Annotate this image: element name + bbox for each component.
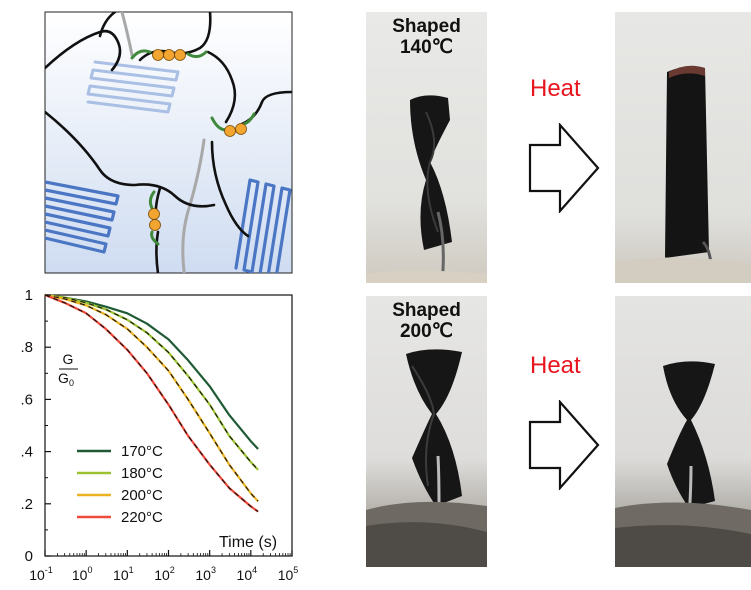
y-tick-label: 0 [25, 548, 33, 565]
x-axis-label: Time (s) [219, 534, 277, 551]
polymer-network-schematic [44, 11, 293, 274]
y-tick-label: .8 [20, 339, 33, 356]
linker [130, 49, 208, 60]
twisted-strip-200-after-heat [615, 361, 751, 567]
bead [224, 125, 236, 137]
x-tick-label: 100 [72, 565, 93, 583]
linker [148, 190, 160, 246]
y-label-denominator: G0 [58, 370, 74, 388]
legend-label: 220°C [121, 509, 163, 526]
heat-label-bottom: Heat [530, 352, 581, 379]
chain [210, 140, 250, 238]
stress-relaxation-chart: 0 .2 .4 .6 .8 1 10-1 100 101 102 103 104 105 G G0 Ti… [20, 287, 299, 583]
y-tick-label: .4 [20, 444, 33, 461]
bead [235, 123, 247, 135]
bead [149, 219, 161, 231]
flat-strip-140 [615, 65, 751, 283]
chain [98, 12, 117, 38]
chain [206, 50, 237, 124]
series-line [44, 293, 259, 513]
bead [152, 49, 164, 61]
bead [148, 208, 160, 220]
y-tick-label: .6 [20, 391, 33, 408]
caption-shaped-140: Shaped 140℃ [392, 16, 461, 58]
chain [45, 29, 122, 72]
caption-shaped-200: Shaped 200℃ [392, 300, 461, 342]
bead-cluster [148, 49, 247, 231]
x-tick-label: 103 [195, 565, 216, 583]
faint-lamella [86, 60, 180, 114]
photo-heated-200 [615, 296, 751, 567]
crystal-lamella-right [234, 178, 292, 273]
crystal-lamella-left [45, 180, 120, 254]
y-tick-label: .2 [20, 496, 33, 513]
heat-arrow-top [528, 123, 600, 213]
legend-label: 170°C [121, 443, 163, 460]
photo-shaped-200: Shaped 200℃ [366, 296, 487, 567]
twisted-strip-140 [366, 95, 487, 283]
legend-label: 180°C [121, 465, 163, 482]
x-tick-label: 104 [237, 565, 258, 583]
x-tick-label: 10-1 [29, 565, 53, 583]
series-line [44, 293, 259, 450]
photo-heated-140 [615, 12, 751, 283]
x-tick-label: 102 [154, 565, 175, 583]
series-fit-line [44, 294, 259, 502]
x-tick-label: 101 [113, 565, 134, 583]
y-tick-label: 1 [25, 287, 33, 304]
bead [174, 49, 186, 61]
twisted-strip-200 [366, 349, 487, 567]
heat-label-top: Heat [530, 75, 581, 102]
y-label-numerator: G [63, 351, 74, 367]
bead [163, 49, 175, 61]
heat-arrow-bottom [528, 400, 600, 490]
x-tick-label: 105 [278, 565, 299, 583]
legend-label: 200°C [121, 487, 163, 504]
chain [45, 110, 216, 208]
series-fit-line [44, 294, 259, 471]
series-layer [44, 293, 259, 513]
gray-chain [120, 12, 134, 57]
photo-shaped-140: Shaped 140℃ [366, 12, 487, 283]
legend: 170°C 180°C 200°C 220°C [77, 443, 163, 526]
